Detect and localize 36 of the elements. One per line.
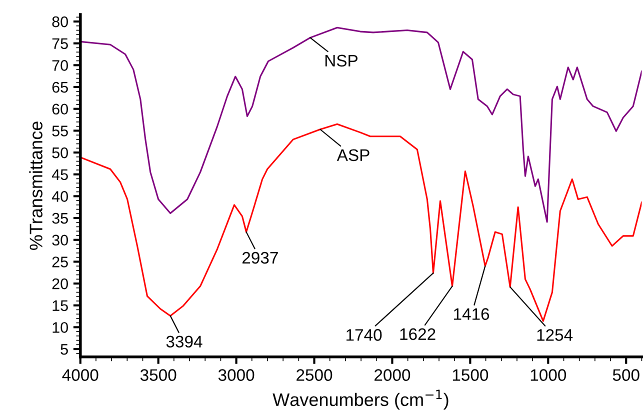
annotation: 1622 xyxy=(400,328,436,340)
y-tick-label: 5 xyxy=(60,344,68,355)
y-tick-label: 30 xyxy=(52,234,68,246)
y-tick-label: 25 xyxy=(52,256,68,268)
y-tick-label: 70 xyxy=(52,60,68,71)
annotation: 1416 xyxy=(454,308,490,320)
y-tick-label: 20 xyxy=(52,278,68,290)
x-tick-label: 3000 xyxy=(218,369,254,381)
x-tick-label: 3500 xyxy=(140,369,176,381)
x-tick-label: 500 xyxy=(612,369,640,381)
y-tick-label: 50 xyxy=(52,147,68,158)
line-series xyxy=(80,26,642,223)
y-tick-label: 65 xyxy=(52,82,68,93)
y-axis-title: %Transmittance xyxy=(29,122,42,250)
y-tick-label: 60 xyxy=(52,104,68,115)
annotation: 1254 xyxy=(537,329,573,341)
y-tick-label: 15 xyxy=(52,300,68,312)
x-tick-label: 2000 xyxy=(374,369,410,381)
y-tick-label: 75 xyxy=(52,38,68,50)
y-tick-label: 10 xyxy=(52,322,68,333)
line-series xyxy=(80,123,642,322)
y-tick-label: 80 xyxy=(52,16,68,28)
y-tick-label: 55 xyxy=(52,126,68,136)
y-tick-label: 35 xyxy=(52,212,68,224)
x-axis-title: Wavenumbers (cm$^{−1}$) xyxy=(272,390,448,410)
annotation: 3394 xyxy=(166,336,202,348)
annotation: 2937 xyxy=(242,252,278,264)
x-tick-label: 4000 xyxy=(62,369,98,381)
series-label: ASP xyxy=(336,149,370,162)
y-tick-label: 40 xyxy=(52,191,68,202)
x-tick-label: 2500 xyxy=(296,369,332,381)
x-tick-label: 1000 xyxy=(530,369,566,381)
x-tick-label: 1500 xyxy=(452,369,488,381)
y-tick-label: 45 xyxy=(52,169,68,180)
annotation: 1740 xyxy=(346,329,382,341)
series-label: NSP xyxy=(325,54,358,67)
